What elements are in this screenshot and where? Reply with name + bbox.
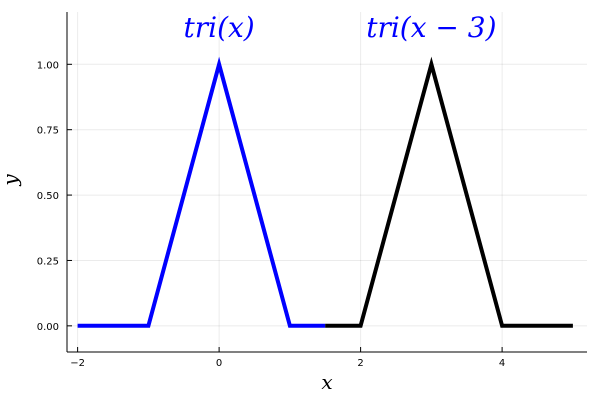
series xyxy=(77,56,573,328)
x-axis-label: x xyxy=(321,370,332,394)
series-line-1 xyxy=(77,56,326,328)
ticks: −2 0 2 4 0.00 0.25 0.50 0.75 1.00 xyxy=(37,60,506,369)
y-axis-label: y xyxy=(0,174,22,187)
y-tick-label: 0.50 xyxy=(37,191,59,202)
annotation-2: tri(x − 3) xyxy=(366,11,496,44)
x-tick-label: −2 xyxy=(70,358,85,369)
y-tick-label: 0.25 xyxy=(37,256,59,267)
series-line-2 xyxy=(325,56,573,328)
axes xyxy=(66,12,587,353)
y-tick-label: 0.00 xyxy=(37,322,59,333)
y-tick-label: 0.75 xyxy=(37,126,59,137)
grid xyxy=(67,12,587,352)
y-tick-label: 1.00 xyxy=(37,60,59,71)
annotation-1: tri(x) xyxy=(183,11,254,44)
annotations: tri(x) tri(x − 3) xyxy=(183,11,496,44)
x-tick-label: 2 xyxy=(357,358,363,369)
x-tick-label: 0 xyxy=(216,358,222,369)
x-tick-label: 4 xyxy=(499,358,505,369)
